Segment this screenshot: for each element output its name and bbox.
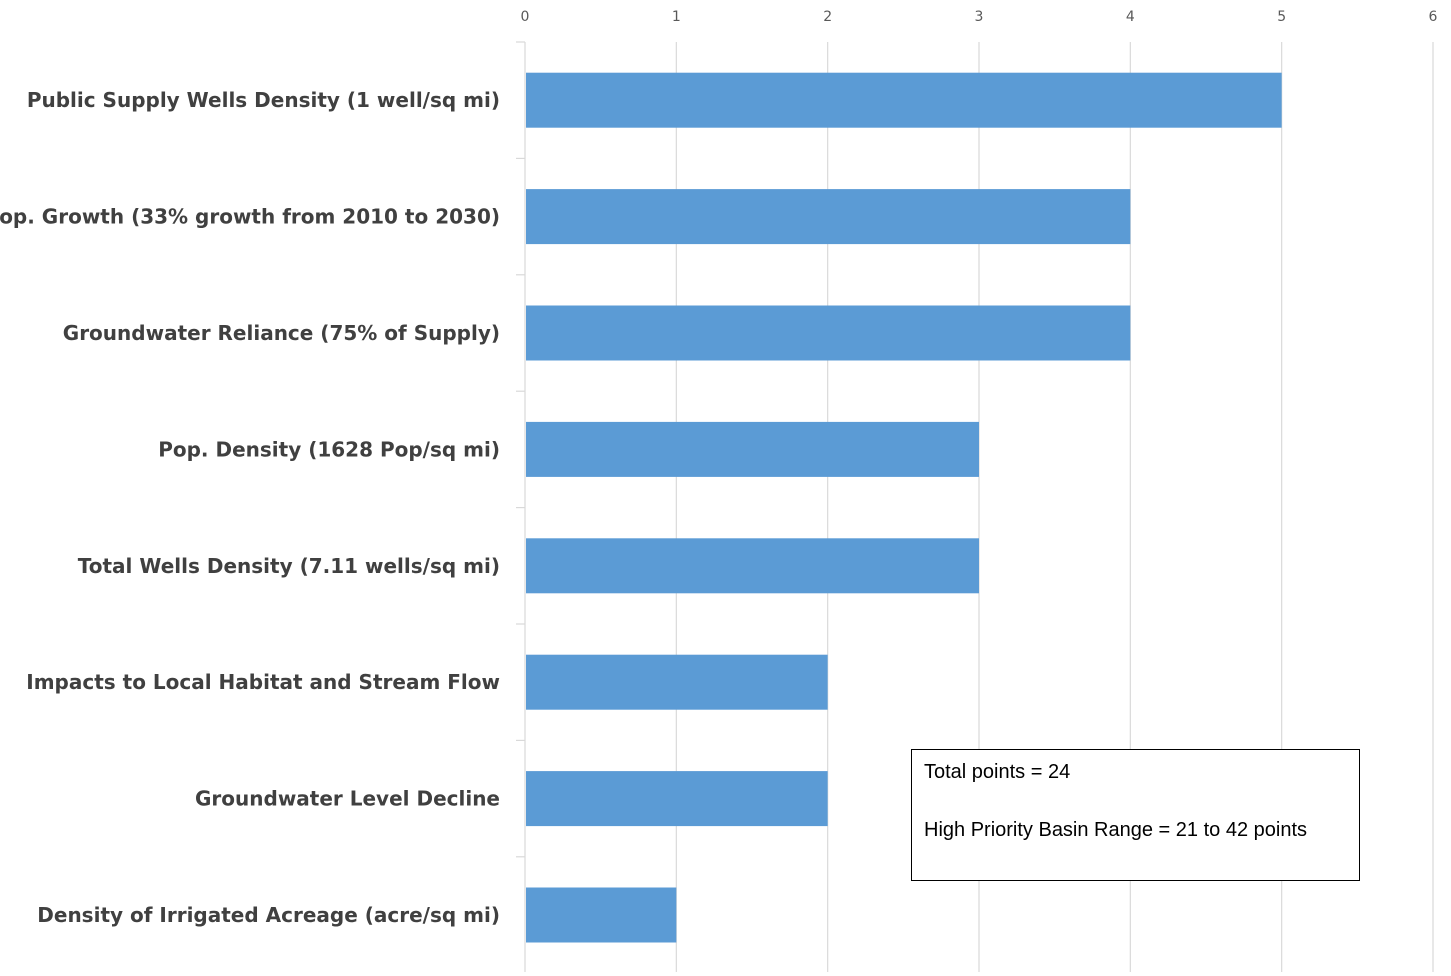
priority-range-text: High Priority Basin Range = 21 to 42 poi… [924, 819, 1307, 841]
category-label: Pop. Growth (33% growth from 2010 to 203… [0, 205, 500, 229]
bar [526, 72, 1282, 128]
bar [526, 887, 677, 943]
bar [526, 771, 828, 827]
category-label: Density of Irrigated Acreage (acre/sq mi… [37, 903, 500, 927]
bar [526, 305, 1131, 361]
x-tick-label: 0 [521, 9, 530, 25]
bar [526, 538, 979, 594]
x-tick-label: 2 [823, 9, 832, 25]
category-labels: Public Supply Wells Density (1 well/sq m… [0, 88, 500, 927]
total-points-text: Total points = 24 [924, 761, 1071, 783]
bar [526, 421, 979, 477]
x-tick-label: 4 [1126, 9, 1135, 25]
x-tick-label: 5 [1277, 9, 1286, 25]
category-label: Groundwater Level Decline [195, 787, 500, 811]
x-tick-label: 6 [1429, 9, 1438, 25]
category-label: Groundwater Reliance (75% of Supply) [63, 321, 500, 345]
x-tick-label: 3 [975, 9, 984, 25]
bar [526, 654, 828, 710]
category-label: Pop. Density (1628 Pop/sq mi) [158, 437, 500, 461]
category-label: Total Wells Density (7.11 wells/sq mi) [78, 554, 500, 578]
category-label: Impacts to Local Habitat and Stream Flow [26, 670, 500, 694]
annotation-box: Total points = 24 High Priority Basin Ra… [911, 749, 1360, 881]
x-tick-label: 1 [672, 9, 681, 25]
category-axis [516, 41, 526, 972]
category-label: Public Supply Wells Density (1 well/sq m… [27, 88, 500, 112]
x-tick-labels: 0 1 2 3 4 5 6 [521, 9, 1438, 25]
bar [526, 189, 1131, 245]
bars [526, 72, 1282, 943]
